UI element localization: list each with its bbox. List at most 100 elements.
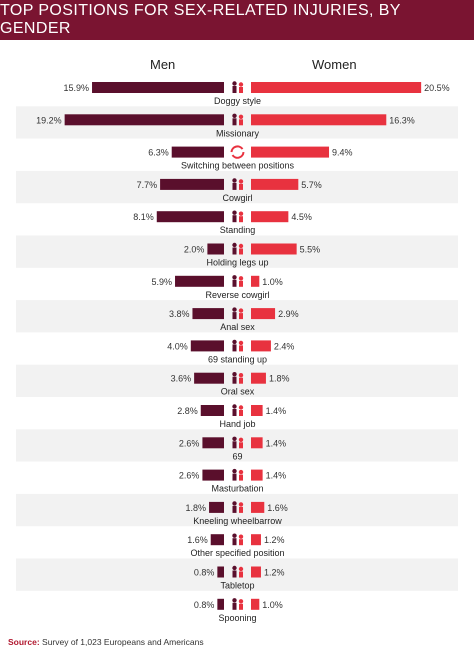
men-bar [209,501,224,513]
women-value-label: 1.4% [266,471,287,481]
women-bar [251,469,263,481]
men-bar [175,275,224,287]
hand-job-icon [232,404,244,416]
women-bar [251,275,260,287]
reverse-cowgirl-icon [232,275,244,287]
women-bar [251,82,422,93]
women-bar [251,566,261,578]
tabletop-icon [232,565,244,578]
category-label: Holding legs up [206,258,268,268]
women-bar [251,437,263,449]
women-value-label: 1.6% [267,503,288,513]
men-bar [200,405,224,416]
sixty-nine-icon [232,436,244,449]
category-label: Anal sex [220,322,255,332]
category-label: Doggy style [214,96,261,106]
women-bar [251,405,263,416]
men-bar [64,114,224,126]
category-label: Kneeling wheelbarrow [193,516,282,526]
category-label: Masturbation [211,484,263,494]
women-value-label: 1.0% [262,277,283,287]
category-label: Hand job [219,419,255,429]
women-value-label: 20.5% [424,83,450,93]
women-bar [251,598,260,610]
women-value-label: 1.4% [266,406,287,416]
row-stripe [16,300,458,333]
category-label: Oral sex [221,387,255,397]
men-value-label: 15.9% [63,83,89,93]
women-value-label: 2.9% [278,309,299,319]
standing-69-icon [232,339,244,352]
category-label: Tabletop [220,581,254,591]
category-label: Cowgirl [222,193,252,203]
category-label: 69 standing up [208,354,267,364]
category-label: Standing [220,225,256,235]
men-bar [194,372,224,384]
women-value-label: 9.4% [332,148,353,158]
cowgirl-icon [232,178,244,190]
chart-title: Top positions for sex-related injuries, … [0,2,401,37]
other-position-icon [232,533,244,546]
oral-sex-icon [232,372,244,384]
row-stripe [16,493,458,527]
standing-icon [232,210,244,223]
men-bar [207,243,224,255]
row-stripe [16,170,458,204]
row-stripe [16,235,458,268]
women-bar [251,340,271,352]
men-bar [217,566,224,578]
men-value-label: 2.0% [184,245,205,255]
women-bar [251,501,265,513]
women-bar [251,114,387,126]
women-value-label: 1.0% [262,600,283,610]
wheelbarrow-icon [232,501,244,513]
women-value-label: 1.2% [264,568,285,578]
chart-title-banner: Top positions for sex-related injuries, … [0,0,474,40]
women-value-label: 1.8% [269,374,290,384]
missionary-icon [232,113,244,126]
holding-legs-icon [232,242,244,255]
men-value-label: 3.6% [171,374,192,384]
men-value-label: 5.9% [152,277,173,287]
masturbation-icon [232,468,244,481]
switch-arrows-icon [230,145,245,159]
doggy-style-icon [232,81,244,93]
women-bar [251,211,289,223]
women-value-label: 5.7% [301,180,322,190]
men-bar [202,469,224,481]
men-value-label: 6.3% [148,148,169,158]
spooning-icon [232,598,244,610]
men-value-label: 0.8% [194,568,215,578]
women-bar [251,178,299,190]
men-bar [217,598,224,610]
men-bar [92,82,224,93]
men-bar [171,146,224,158]
category-label: Missionary [216,128,260,138]
women-value-label: 4.5% [291,212,312,222]
men-value-label: 8.1% [133,212,154,222]
men-bar [190,340,224,352]
category-label: Reverse cowgirl [205,290,269,300]
men-value-label: 3.8% [169,309,190,319]
women-value-label: 1.2% [264,535,285,545]
women-header: Women [312,57,357,72]
women-value-label: 1.4% [266,438,287,448]
category-label: Spooning [218,613,256,623]
source-text: Survey of 1,023 Europeans and Americans [42,637,204,647]
men-value-label: 0.8% [194,600,215,610]
men-bar [202,437,224,449]
row-stripe [16,429,458,462]
women-bar [251,146,330,158]
category-label: Switching between positions [181,161,295,171]
men-bar [192,308,224,320]
women-bar [251,308,276,320]
women-value-label: 2.4% [274,341,295,351]
men-value-label: 4.0% [167,341,188,351]
category-label: Other specified position [190,548,284,558]
men-value-label: 2.8% [177,406,198,416]
men-value-label: 2.6% [179,471,200,481]
men-value-label: 19.2% [36,115,62,125]
women-value-label: 16.3% [389,115,415,125]
men-value-label: 7.7% [137,180,158,190]
